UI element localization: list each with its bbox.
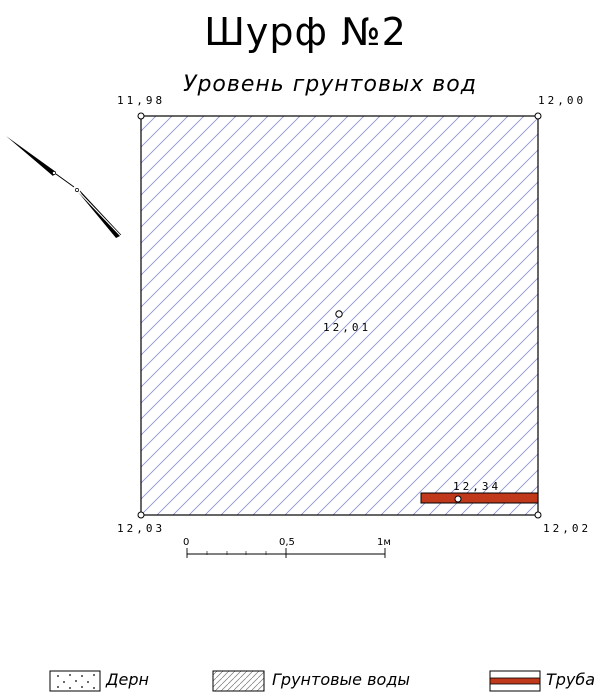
legend-label-pipe: Труба <box>546 670 596 689</box>
north-arrow-icon <box>6 136 122 238</box>
corner-marker-top-right <box>534 112 542 120</box>
legend-swatch-pipe <box>489 670 541 692</box>
scale-label-end: 1м <box>377 537 391 548</box>
legend-label-groundwater: Грунтовые воды <box>272 670 411 689</box>
label-center: 12,01 <box>323 321 372 334</box>
page-title: Шурф №2 <box>204 10 407 54</box>
label-pipe: 12,34 <box>453 480 502 493</box>
scale-bar <box>186 548 386 558</box>
pipe-segment <box>420 492 539 504</box>
label-bottom-left: 12,03 <box>117 522 166 535</box>
scale-label-start: 0 <box>183 537 190 548</box>
drawing-subtitle: Уровень грунтовых вод <box>183 72 477 97</box>
label-top-left: 11,98 <box>117 94 166 107</box>
corner-marker-top-left <box>137 112 145 120</box>
legend-swatch-groundwater <box>212 670 265 692</box>
center-marker <box>335 310 343 318</box>
legend-label-dern: Дерн <box>106 670 149 689</box>
pipe-marker <box>454 495 462 503</box>
label-top-right: 12,00 <box>538 94 587 107</box>
scale-label-mid: 0,5 <box>279 537 295 548</box>
corner-marker-bottom-left <box>137 511 145 519</box>
label-bottom-right: 12,02 <box>543 522 592 535</box>
legend-swatch-dern <box>49 670 101 692</box>
corner-marker-bottom-right <box>534 511 542 519</box>
